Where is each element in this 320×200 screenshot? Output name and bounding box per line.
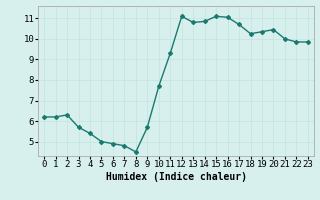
X-axis label: Humidex (Indice chaleur): Humidex (Indice chaleur) xyxy=(106,172,246,182)
